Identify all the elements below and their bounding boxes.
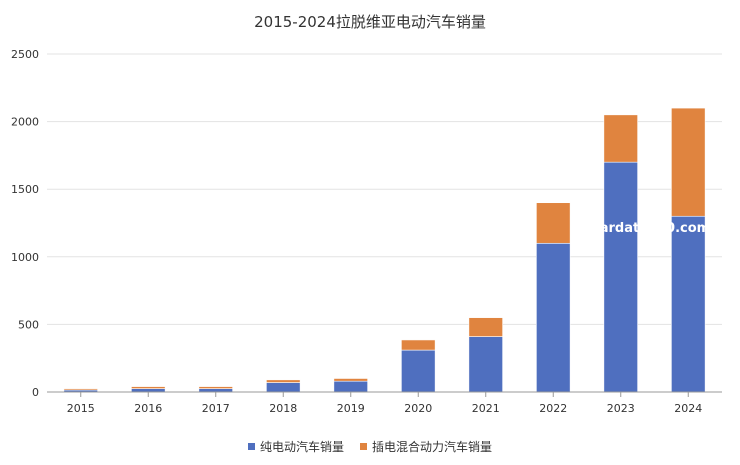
x-tick-label: 2024: [674, 402, 702, 415]
chart-title: 2015-2024拉脱维亚电动汽车销量: [254, 13, 486, 31]
legend-label: 纯电动汽车销量: [260, 439, 344, 454]
x-tick-label: 2018: [269, 402, 297, 415]
bar-bev-2016: [131, 388, 166, 393]
x-tick-label: 2019: [337, 402, 365, 415]
bar-phev-2021: [468, 317, 503, 337]
bar-phev-2016: [131, 386, 166, 389]
bars: [63, 107, 706, 393]
bar-phev-2019: [333, 378, 368, 382]
y-tick-label: 500: [18, 318, 39, 331]
x-tick-label: 2020: [404, 402, 432, 415]
legend-swatch: [360, 443, 367, 450]
bar-bev-2021: [468, 336, 503, 393]
x-tick-label: 2016: [134, 402, 162, 415]
legend-swatch: [248, 443, 255, 450]
bar-bev-2022: [536, 242, 571, 393]
bar-bev-2017: [198, 388, 233, 393]
y-tick-label: 0: [32, 386, 39, 399]
y-tick-label: 1500: [11, 183, 39, 196]
bar-phev-2024: [671, 107, 706, 217]
bar-phev-2017: [198, 386, 233, 389]
legend: 纯电动汽车销量 插电混合动力汽车销量: [248, 439, 492, 454]
x-tick-label: 2017: [202, 402, 230, 415]
y-axis: 0 500 1000 1500 2000 2500: [11, 48, 39, 399]
bar-phev-2023: [603, 114, 638, 163]
bar-phev-2015: [63, 388, 98, 391]
bar-bev-2024: [671, 215, 706, 393]
y-tick-label: 1000: [11, 251, 39, 264]
x-tick-label: 2023: [607, 402, 635, 415]
bar-phev-2018: [266, 379, 301, 383]
y-tick-label: 2500: [11, 48, 39, 61]
x-tick-label: 2021: [472, 402, 500, 415]
bar-bev-2018: [266, 382, 301, 393]
x-tick-label: 2015: [67, 402, 95, 415]
bar-phev-2022: [536, 202, 571, 244]
bar-bev-2020: [401, 349, 436, 393]
bar-bev-2019: [333, 380, 368, 393]
y-tick-label: 2000: [11, 116, 39, 129]
x-axis: 2015 2016 2017 2018 2019 2020 2021 2022 2023 2024: [47, 391, 722, 415]
bar-phev-2020: [401, 339, 436, 351]
legend-label: 插电混合动力汽车销量: [372, 439, 492, 454]
x-tick-label: 2022: [539, 402, 567, 415]
watermark: stardata360.com: [586, 221, 710, 236]
bar-bev-2023: [603, 161, 638, 393]
